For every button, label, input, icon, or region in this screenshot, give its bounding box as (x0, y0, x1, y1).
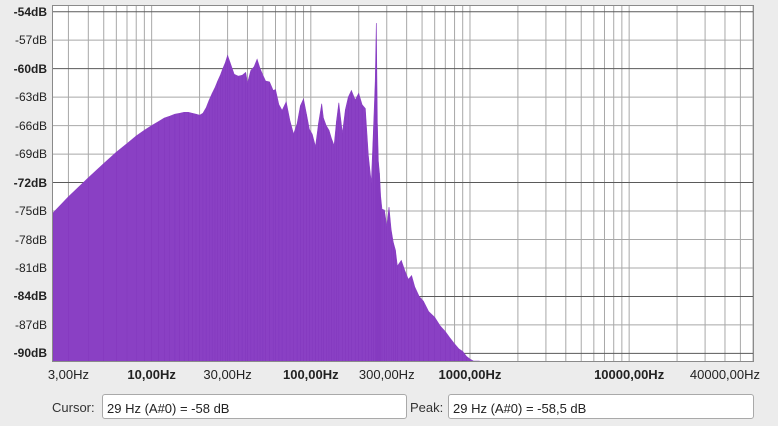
x-tick-label: 40000,00Hz (689, 367, 761, 382)
x-tick-label: 3,00Hz (47, 367, 90, 382)
x-tick-label: 30,00Hz (203, 367, 252, 382)
x-tick-label: 100,00Hz (282, 367, 339, 382)
x-tick-label: 1000,00Hz (438, 367, 502, 382)
y-tick-label: -90dB (13, 346, 47, 361)
peak-readout-field[interactable] (448, 394, 754, 419)
spectrum-area (53, 23, 480, 361)
cursor-label: Cursor: (52, 400, 95, 415)
y-tick-label: -75dB (14, 204, 47, 219)
y-tick-label: -84dB (13, 289, 47, 304)
y-tick-label: -87dB (14, 317, 47, 332)
y-tick-label: -69dB (14, 147, 47, 162)
peak-label: Peak: (410, 400, 444, 415)
y-tick-label: -81dB (14, 260, 47, 275)
y-tick-label: -60dB (13, 61, 47, 76)
y-tick-label: -63dB (14, 90, 47, 105)
y-tick-label: -78dB (14, 232, 47, 247)
x-tick-label: 300,00Hz (358, 367, 415, 382)
spectrum-plot[interactable] (52, 5, 754, 362)
cursor-readout-field[interactable] (102, 394, 407, 419)
y-tick-label: -72dB (13, 175, 47, 190)
y-tick-label: -57dB (14, 33, 47, 48)
y-tick-label: -66dB (14, 118, 47, 133)
spectrum-chart-svg (53, 6, 753, 361)
x-tick-label: 10,00Hz (127, 367, 176, 382)
x-tick-label: 10000,00Hz (594, 367, 665, 382)
y-tick-label: -54dB (13, 4, 47, 19)
